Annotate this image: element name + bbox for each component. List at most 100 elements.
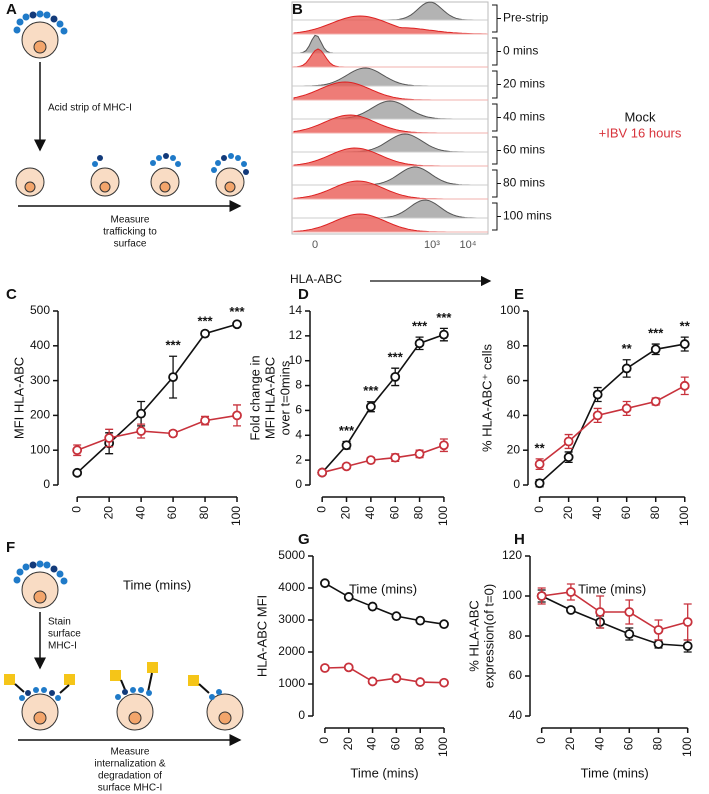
text-line: Measure — [111, 747, 150, 758]
marker — [367, 601, 378, 612]
significance: *** — [197, 313, 213, 328]
y-axis-label: MFI HLA-ABC — [262, 357, 277, 439]
marker — [534, 478, 545, 489]
x-tick-label: 60 — [387, 506, 401, 520]
series-line — [321, 444, 445, 474]
x-tick-label: 0 — [534, 737, 548, 744]
x-tick-label: 100 — [680, 737, 694, 757]
diagram-a: A Acid strip of MHC-I Measuretrafficking… — [6, 1, 249, 250]
marker — [592, 389, 603, 400]
marker — [320, 663, 330, 673]
text-line: surface — [114, 239, 147, 250]
marker — [650, 344, 661, 355]
marker — [653, 625, 664, 635]
marker — [563, 452, 574, 463]
panel-label: C — [6, 286, 17, 303]
y-tick-label: 80 — [507, 338, 521, 352]
y-tick-label: 120 — [502, 548, 522, 562]
marker — [168, 428, 178, 439]
mhc-dots — [13, 10, 68, 35]
y-axis-label: expression(of t=0) — [481, 584, 496, 688]
marker — [136, 408, 147, 419]
x-tick-label: 0 — [69, 506, 83, 513]
cells-row — [15, 153, 249, 197]
x-tick-label: 80 — [197, 506, 211, 520]
marker — [415, 615, 426, 626]
y-tick-label: 0 — [43, 477, 50, 491]
y-tick-label: 200 — [30, 408, 50, 422]
marker — [320, 578, 330, 589]
cell — [21, 21, 59, 59]
panel-label: D — [298, 286, 309, 303]
y-axis-label: MFI HLA-ABC — [11, 357, 26, 439]
x-tick-label: 60 — [621, 737, 635, 751]
marker — [653, 639, 664, 649]
marker — [563, 436, 574, 447]
x-tick-label: 20 — [101, 506, 115, 520]
significance: *** — [412, 319, 428, 334]
series-line — [539, 385, 686, 465]
bracket — [492, 169, 501, 198]
histogram-trace — [294, 100, 486, 120]
y-tick-label: 80 — [509, 628, 523, 642]
text-line: surface — [48, 629, 81, 640]
bracket — [492, 37, 501, 66]
y-axis-label: Fold change in — [247, 355, 262, 440]
y-tick-label: 6 — [295, 403, 302, 417]
y-tick-label: 300 — [30, 373, 50, 387]
marker — [414, 338, 425, 349]
x-tick-label: 20 — [561, 506, 575, 520]
text-line: Measure — [111, 215, 150, 226]
histogram-trace — [293, 15, 487, 35]
text-line: internalization & — [94, 759, 165, 770]
significance: *** — [165, 338, 181, 353]
y-axis-label: % HLA-ABC — [466, 600, 481, 672]
y-tick-label: 14 — [289, 303, 303, 317]
x-axis-label: Time (mins) — [581, 765, 649, 780]
text-line: surface MHC-I — [98, 783, 162, 794]
axis-label: 10³ — [424, 239, 440, 251]
marker — [200, 328, 210, 339]
marker — [621, 363, 632, 374]
row-label: 80 mins — [503, 176, 545, 190]
significance: ** — [622, 341, 633, 356]
marker — [650, 396, 661, 407]
marker — [391, 611, 402, 622]
y-tick-label: 40 — [507, 408, 521, 422]
marker — [104, 433, 115, 443]
histogram-trace — [294, 34, 486, 54]
y-tick-label: 100 — [502, 588, 522, 602]
axis-label: 0 — [312, 239, 318, 251]
marker — [439, 619, 449, 630]
x-tick-label: 80 — [412, 737, 426, 751]
marker — [624, 607, 635, 617]
panel-label: H — [514, 531, 525, 548]
x-tick-label: 60 — [619, 506, 633, 520]
x-tick-label: 100 — [436, 737, 450, 757]
marker — [72, 445, 83, 456]
x-axis-label: Time (mins) — [350, 765, 418, 780]
marker — [232, 410, 242, 421]
bracket — [492, 4, 501, 33]
row-label: 100 mins — [503, 209, 552, 223]
x-tick-label: 0 — [314, 506, 328, 513]
significance: ** — [535, 440, 546, 455]
marker — [679, 339, 690, 349]
y-tick-label: 60 — [507, 373, 521, 387]
y-tick-label: 4000 — [278, 580, 305, 594]
marker — [415, 677, 426, 687]
significance: *** — [436, 310, 452, 325]
panel-label: F — [6, 539, 15, 556]
marker — [390, 371, 401, 382]
marker — [365, 455, 376, 466]
text-line: trafficking to — [103, 227, 157, 238]
significance: *** — [388, 350, 404, 365]
y-tick-label: 500 — [30, 303, 50, 317]
x-tick-label: 100 — [677, 506, 691, 526]
x-tick-label: 40 — [365, 737, 379, 751]
